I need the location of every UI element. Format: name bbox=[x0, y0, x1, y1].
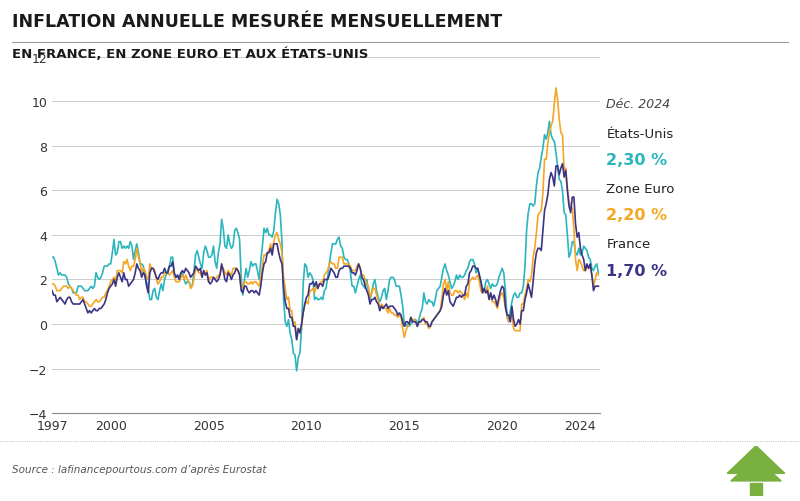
Polygon shape bbox=[731, 458, 781, 481]
Text: 2,20 %: 2,20 % bbox=[606, 208, 667, 223]
Text: Déc. 2024: Déc. 2024 bbox=[606, 98, 670, 111]
Text: Source : lafinancepourtous.com d’après Eurostat: Source : lafinancepourtous.com d’après E… bbox=[12, 463, 266, 474]
Text: Zone Euro: Zone Euro bbox=[606, 183, 674, 196]
Polygon shape bbox=[727, 446, 785, 473]
Text: 2,30 %: 2,30 % bbox=[606, 153, 667, 168]
Text: 1,70 %: 1,70 % bbox=[606, 263, 667, 278]
Text: France: France bbox=[606, 238, 650, 251]
Text: EN FRANCE, EN ZONE EURO ET AUX ÉTATS-UNIS: EN FRANCE, EN ZONE EURO ET AUX ÉTATS-UNI… bbox=[12, 48, 368, 61]
Text: États-Unis: États-Unis bbox=[606, 128, 674, 141]
Bar bbox=[750, 483, 762, 496]
Text: INFLATION ANNUELLE MESURÉE MENSUELLEMENT: INFLATION ANNUELLE MESURÉE MENSUELLEMENT bbox=[12, 13, 502, 31]
